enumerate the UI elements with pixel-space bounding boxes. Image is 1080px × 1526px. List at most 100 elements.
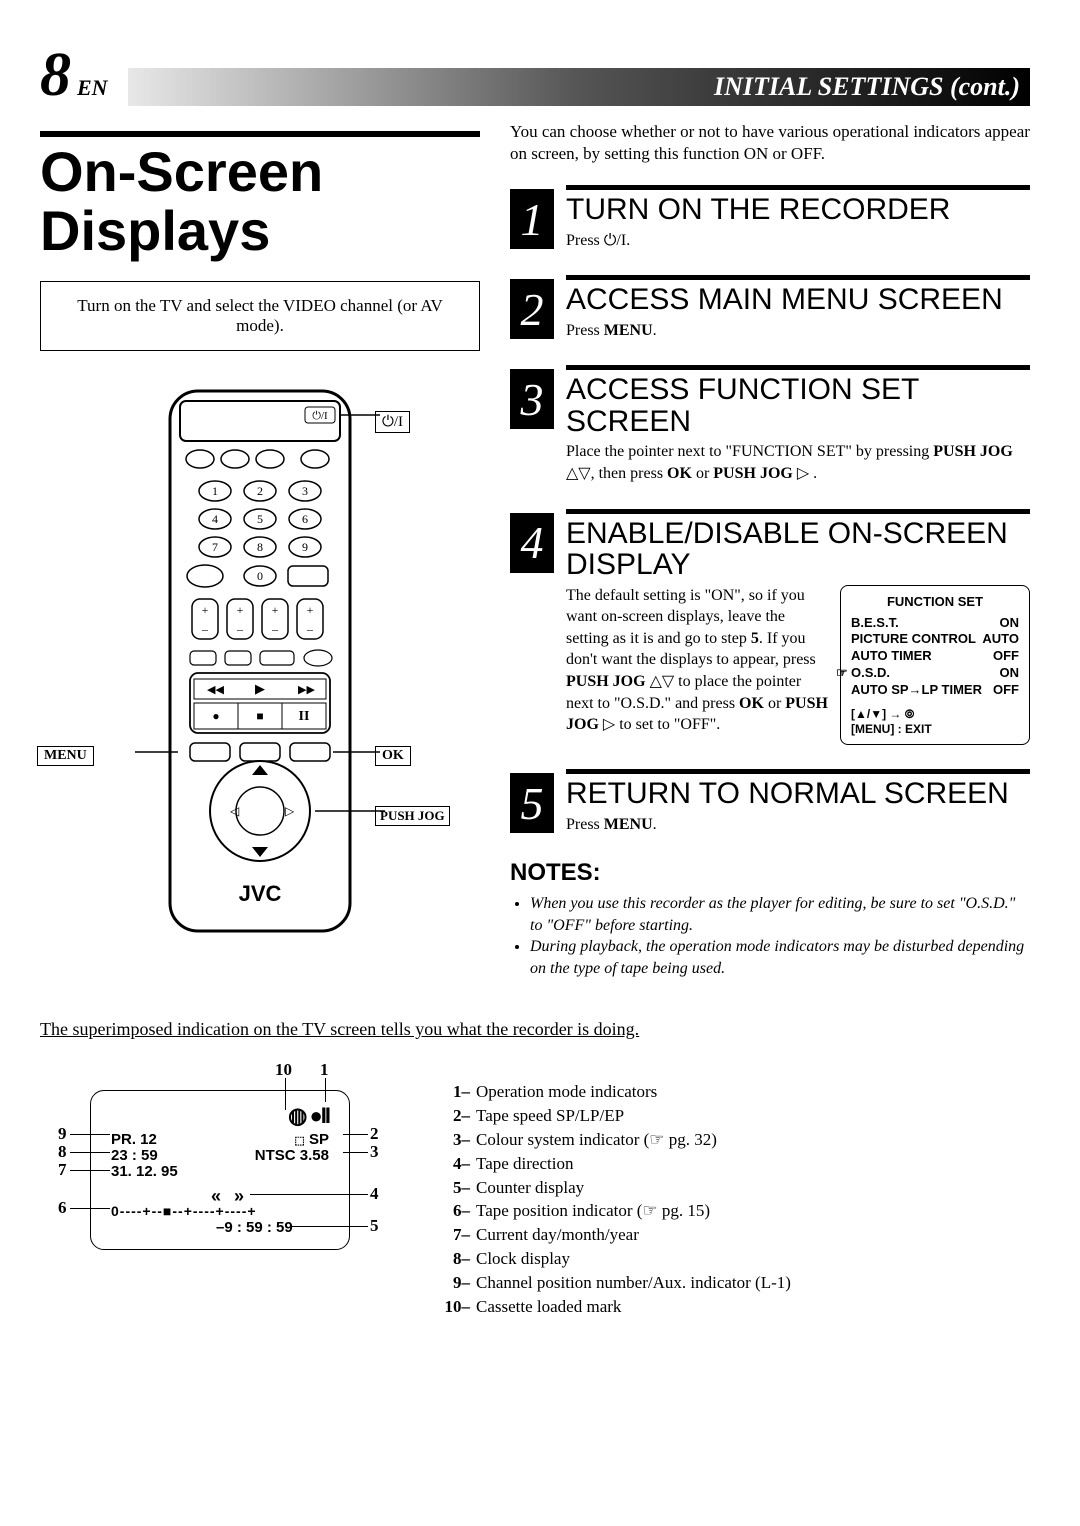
svg-text:6: 6: [302, 512, 308, 526]
svg-text:–: –: [306, 622, 314, 636]
notes-title: NOTES:: [510, 859, 1030, 887]
legend-item: Cassette loaded mark: [476, 1295, 621, 1319]
step-body: Press MENU.: [566, 814, 1030, 836]
svg-text:0: 0: [257, 569, 263, 583]
remote-illustration: ⏻/I 1 2 3 4 5 6 7 8 9 0: [120, 381, 400, 941]
main-title: On-Screen Displays: [40, 143, 480, 261]
svg-text:II: II: [299, 709, 310, 724]
legend-item: Colour system indicator (☞ pg. 32): [476, 1128, 717, 1152]
step-4: 4 ENABLE/DISABLE ON-SCREEN DISPLAY The d…: [510, 509, 1030, 745]
page-header: 8 EN INITIAL SETTINGS (cont.): [40, 40, 1030, 111]
legend-item: Counter display: [476, 1176, 584, 1200]
lead-num-7: 7: [58, 1160, 67, 1180]
svg-text:●: ●: [212, 709, 219, 723]
page-num-value: 8: [40, 40, 71, 111]
lead-num-1: 1: [320, 1060, 329, 1080]
step-body: The default setting is "ON", so if you w…: [566, 585, 828, 745]
svg-text:8: 8: [257, 540, 263, 554]
svg-text:2: 2: [257, 484, 263, 498]
svg-text:–: –: [236, 622, 244, 636]
lead-num-5: 5: [370, 1216, 379, 1236]
step-body: Press ⏻/I.: [566, 230, 1030, 252]
step-number: 1: [510, 189, 554, 249]
svg-text:–: –: [201, 622, 209, 636]
step-title: TURN ON THE RECORDER: [566, 194, 1030, 226]
svg-text:▶: ▶: [255, 681, 265, 696]
function-set-title: FUNCTION SET: [851, 594, 1019, 609]
osd-box: ◍ ●II ⬚ SP NTSC 3.58 PR. 12 23 : 59 31. …: [90, 1090, 350, 1250]
right-column: You can choose whether or not to have va…: [510, 121, 1030, 979]
legend-item: Operation mode indicators: [476, 1080, 657, 1104]
intro-text: You can choose whether or not to have va…: [510, 121, 1030, 165]
svg-text:7: 7: [212, 540, 218, 554]
title-bar: [40, 131, 480, 137]
step-body: Place the pointer next to "FUNCTION SET"…: [566, 441, 1030, 484]
legend-item: Current day/month/year: [476, 1223, 639, 1247]
step-number: 4: [510, 513, 554, 573]
tv-instruction-box: Turn on the TV and select the VIDEO chan…: [40, 281, 480, 351]
svg-text:5: 5: [257, 512, 263, 526]
svg-text:JVC: JVC: [239, 881, 282, 906]
header-section-title: INITIAL SETTINGS (cont.): [128, 68, 1030, 106]
remote-pushjog-label: PUSH JOG: [375, 806, 450, 826]
svg-text:■: ■: [256, 709, 263, 723]
step-number: 3: [510, 369, 554, 429]
remote-ok-label: OK: [375, 746, 411, 766]
legend-item: Tape position indicator (☞ pg. 15): [476, 1199, 710, 1223]
legend-item: Clock display: [476, 1247, 570, 1271]
osd-counter: –9 : 59 : 59: [216, 1219, 293, 1236]
superimposed-title: The superimposed indication on the TV sc…: [40, 1019, 1030, 1040]
legend-item: Channel position number/Aux. indicator (…: [476, 1271, 791, 1295]
svg-text:+: +: [237, 603, 244, 617]
svg-text:⏻/I: ⏻/I: [312, 410, 328, 422]
osd-date: 31. 12. 95: [111, 1163, 178, 1180]
left-column: On-Screen Displays Turn on the TV and se…: [40, 121, 480, 979]
osd-clock: 23 : 59: [111, 1147, 158, 1164]
function-set-box: FUNCTION SET B.E.S.T.ON PICTURE CONTROLA…: [840, 585, 1030, 745]
step-title: ACCESS FUNCTION SET SCREEN: [566, 374, 1030, 437]
osd-ntsc: NTSC 3.58: [255, 1147, 329, 1164]
remote-menu-label: MENU: [37, 746, 94, 766]
step-number: 2: [510, 279, 554, 339]
page-number: 8 EN: [40, 40, 108, 111]
legend-list: 1–Operation mode indicators 2–Tape speed…: [440, 1060, 1030, 1318]
legend-item: Tape direction: [476, 1152, 573, 1176]
lead-num-10: 10: [275, 1060, 292, 1080]
svg-text:9: 9: [302, 540, 308, 554]
svg-text:1: 1: [212, 484, 218, 498]
svg-text:▶▶: ▶▶: [298, 684, 315, 696]
legend-item: Tape speed SP/LP/EP: [476, 1104, 624, 1128]
svg-text:3: 3: [302, 484, 308, 498]
osd-sp: ⬚ SP: [294, 1131, 329, 1148]
step-body: Press MENU.: [566, 320, 1030, 342]
step-2: 2 ACCESS MAIN MENU SCREEN Press MENU.: [510, 275, 1030, 341]
svg-text:+: +: [307, 603, 314, 617]
remote-power-label: ⏻/I: [375, 411, 410, 433]
step-3: 3 ACCESS FUNCTION SET SCREEN Place the p…: [510, 365, 1030, 484]
lead-num-3: 3: [370, 1142, 379, 1162]
lead-num-9: 9: [58, 1124, 67, 1144]
lead-num-2: 2: [370, 1124, 379, 1144]
svg-text:4: 4: [212, 512, 218, 526]
svg-text:+: +: [272, 603, 279, 617]
lead-num-4: 4: [370, 1184, 379, 1204]
osd-icons: ◍ ●II: [288, 1103, 329, 1129]
step-title: RETURN TO NORMAL SCREEN: [566, 778, 1030, 810]
tv-screen-diagram: 10 1 2 3 4 5 9 8 7 6 ◍ ●II ⬚ SP NTSC 3.5…: [40, 1060, 400, 1250]
svg-text:◁: ◁: [230, 804, 240, 818]
svg-text:–: –: [271, 622, 279, 636]
step-1: 1 TURN ON THE RECORDER Press ⏻/I.: [510, 185, 1030, 251]
note-item: When you use this recorder as the player…: [530, 893, 1030, 936]
osd-tape-bar: 0----+--■--+----+----+: [111, 1203, 257, 1219]
step-5: 5 RETURN TO NORMAL SCREEN Press MENU.: [510, 769, 1030, 835]
svg-text:▷: ▷: [285, 804, 295, 818]
svg-text:+: +: [202, 603, 209, 617]
step-title: ACCESS MAIN MENU SCREEN: [566, 284, 1030, 316]
lead-num-6: 6: [58, 1198, 67, 1218]
osd-pr: PR. 12: [111, 1131, 157, 1148]
lead-num-8: 8: [58, 1142, 67, 1162]
note-item: During playback, the operation mode indi…: [530, 936, 1030, 979]
svg-text:◀◀: ◀◀: [207, 684, 224, 696]
notes-list: When you use this recorder as the player…: [510, 893, 1030, 979]
step-title: ENABLE/DISABLE ON-SCREEN DISPLAY: [566, 518, 1030, 581]
